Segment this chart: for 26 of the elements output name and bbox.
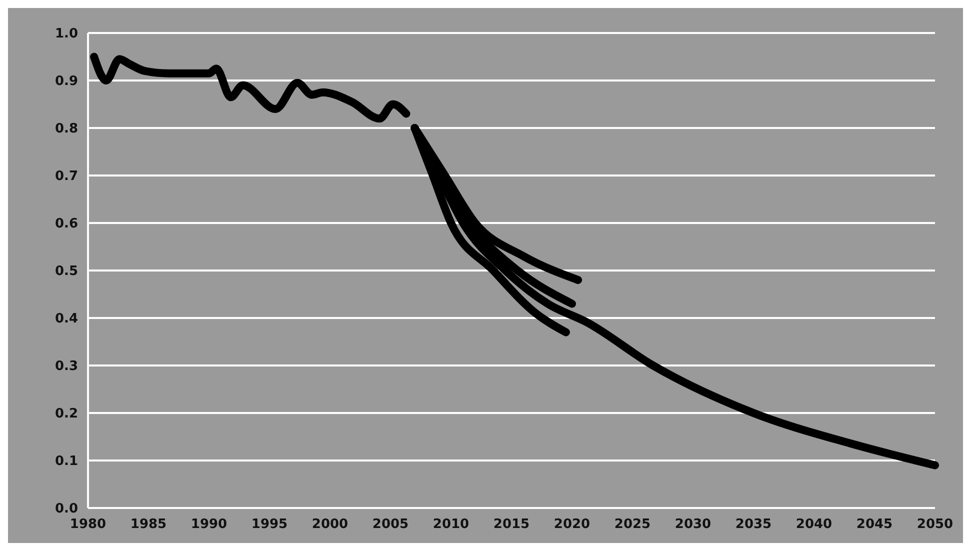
x-tick-label: 2035: [735, 517, 772, 532]
y-tick-label: 0.7: [54, 169, 78, 184]
x-tick-label: 1980: [70, 517, 106, 532]
x-tick-label: 2005: [372, 517, 409, 532]
x-tick-label: 2015: [493, 517, 530, 532]
y-tick-label: 0.4: [54, 312, 78, 327]
y-tick-label: 0.5: [54, 264, 78, 280]
x-tick-label: 2045: [856, 517, 893, 532]
x-tick-label: 2025: [614, 517, 651, 532]
x-tick-label: 2050: [916, 517, 954, 532]
y-tick-label: 0.3: [54, 359, 78, 374]
x-tick-label: 2010: [432, 517, 470, 532]
x-tick-label: 1985: [130, 517, 167, 532]
x-tick-label: 1990: [190, 517, 228, 532]
y-tick-label: 0.1: [54, 454, 78, 470]
x-tick-label: 2030: [674, 517, 712, 532]
x-tick-label: 2020: [554, 517, 590, 532]
x-tick-label: 2040: [796, 517, 832, 532]
y-tick-label: 0.9: [54, 74, 78, 90]
x-tick-label: 1995: [251, 517, 288, 532]
y-tick-label: 0.8: [54, 122, 78, 137]
x-tick-label: 2000: [312, 517, 348, 532]
y-tick-label: 0.0: [54, 502, 78, 517]
y-tick-label: 0.2: [54, 406, 78, 422]
y-tick-label: 0.6: [54, 216, 78, 232]
y-tick-label: 1.0: [54, 26, 78, 42]
